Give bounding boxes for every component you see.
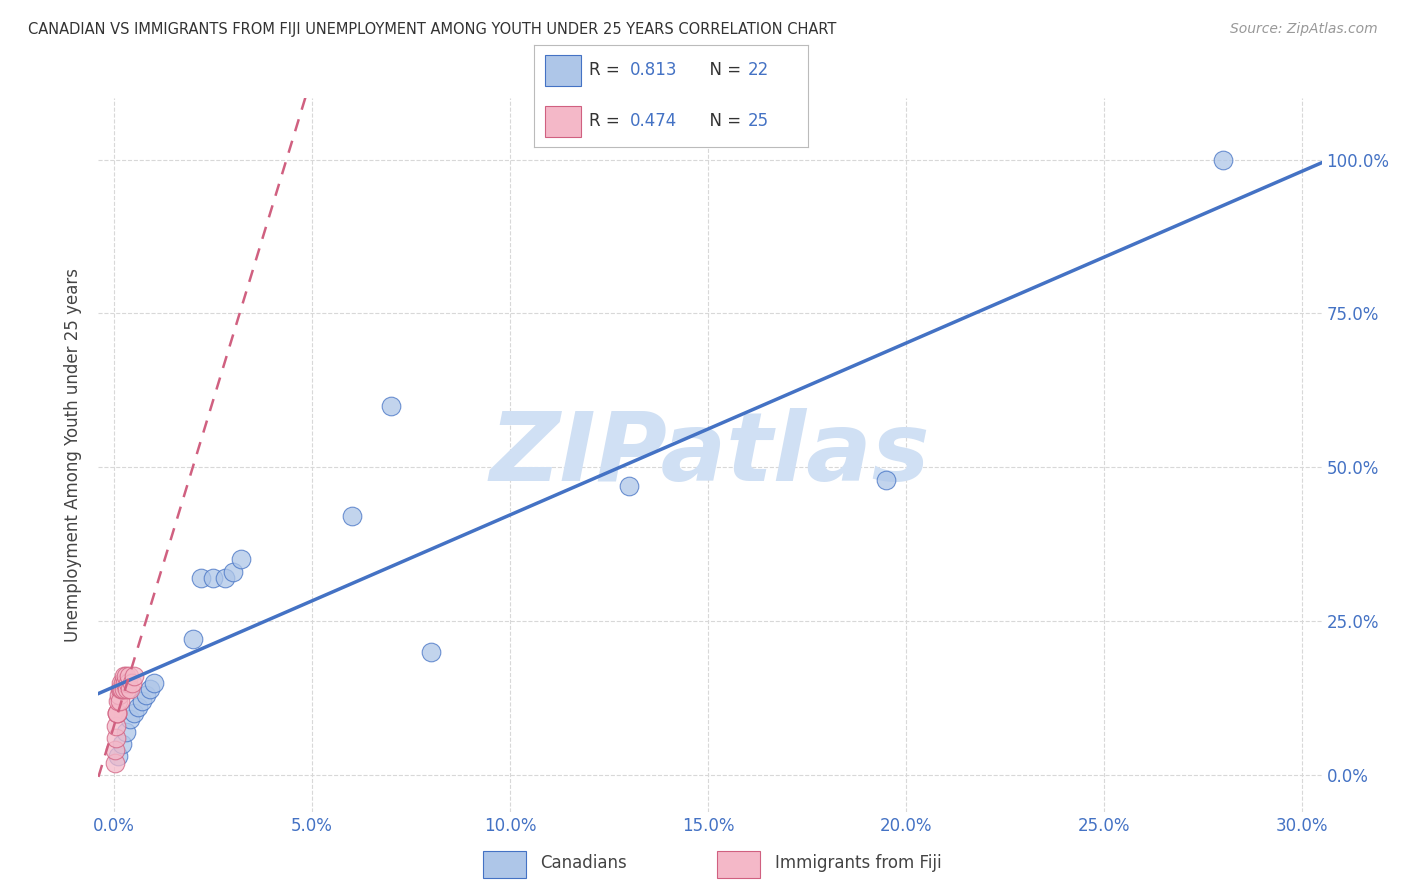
Text: N =: N = — [699, 112, 747, 130]
Text: Canadians: Canadians — [540, 854, 627, 872]
Point — [115, 724, 138, 739]
FancyBboxPatch shape — [546, 55, 581, 86]
Text: CANADIAN VS IMMIGRANTS FROM FIJI UNEMPLOYMENT AMONG YOUTH UNDER 25 YEARS CORRELA: CANADIAN VS IMMIGRANTS FROM FIJI UNEMPLO… — [28, 22, 837, 37]
Point — [131, 694, 153, 708]
Point — [135, 688, 157, 702]
Point — [107, 749, 129, 764]
Text: ZIPatlas: ZIPatlas — [489, 409, 931, 501]
Point — [190, 571, 212, 585]
Point — [118, 669, 141, 683]
Point — [105, 706, 128, 721]
Point — [115, 669, 138, 683]
Point — [420, 645, 443, 659]
Point — [183, 632, 205, 647]
Point — [110, 675, 132, 690]
Point — [108, 694, 131, 708]
Point — [617, 478, 640, 492]
Text: 22: 22 — [748, 61, 769, 78]
FancyBboxPatch shape — [717, 851, 761, 878]
Point — [875, 473, 897, 487]
Text: 25: 25 — [748, 112, 769, 130]
Point — [108, 681, 131, 696]
Point — [222, 565, 245, 579]
Text: Source: ZipAtlas.com: Source: ZipAtlas.com — [1230, 22, 1378, 37]
Point — [112, 669, 135, 683]
Point — [111, 681, 134, 696]
Point — [112, 681, 135, 696]
Point — [142, 675, 165, 690]
Point — [114, 675, 136, 690]
Point — [120, 713, 142, 727]
Point — [105, 718, 128, 732]
Point — [104, 731, 127, 745]
Point — [122, 706, 145, 721]
Text: R =: R = — [589, 112, 626, 130]
Point — [122, 669, 145, 683]
Text: 0.813: 0.813 — [630, 61, 678, 78]
Point — [111, 737, 134, 751]
Point — [117, 675, 139, 690]
Point — [202, 571, 225, 585]
Point — [115, 681, 138, 696]
FancyBboxPatch shape — [546, 106, 581, 137]
FancyBboxPatch shape — [484, 851, 526, 878]
Point — [107, 694, 129, 708]
Point — [120, 681, 142, 696]
Point — [104, 756, 127, 770]
Point — [340, 509, 363, 524]
Point — [104, 743, 127, 757]
Point — [380, 399, 402, 413]
Point — [110, 681, 132, 696]
Text: 0.474: 0.474 — [630, 112, 678, 130]
Point — [127, 700, 149, 714]
Text: N =: N = — [699, 61, 747, 78]
Point — [111, 675, 134, 690]
Text: Immigrants from Fiji: Immigrants from Fiji — [775, 854, 942, 872]
Point — [105, 706, 128, 721]
Point — [1212, 153, 1234, 167]
Point — [214, 571, 236, 585]
Point — [108, 688, 131, 702]
Y-axis label: Unemployment Among Youth under 25 years: Unemployment Among Youth under 25 years — [65, 268, 83, 642]
Point — [121, 675, 143, 690]
Point — [139, 681, 162, 696]
Point — [107, 706, 129, 721]
Text: R =: R = — [589, 61, 626, 78]
Point — [229, 552, 252, 566]
